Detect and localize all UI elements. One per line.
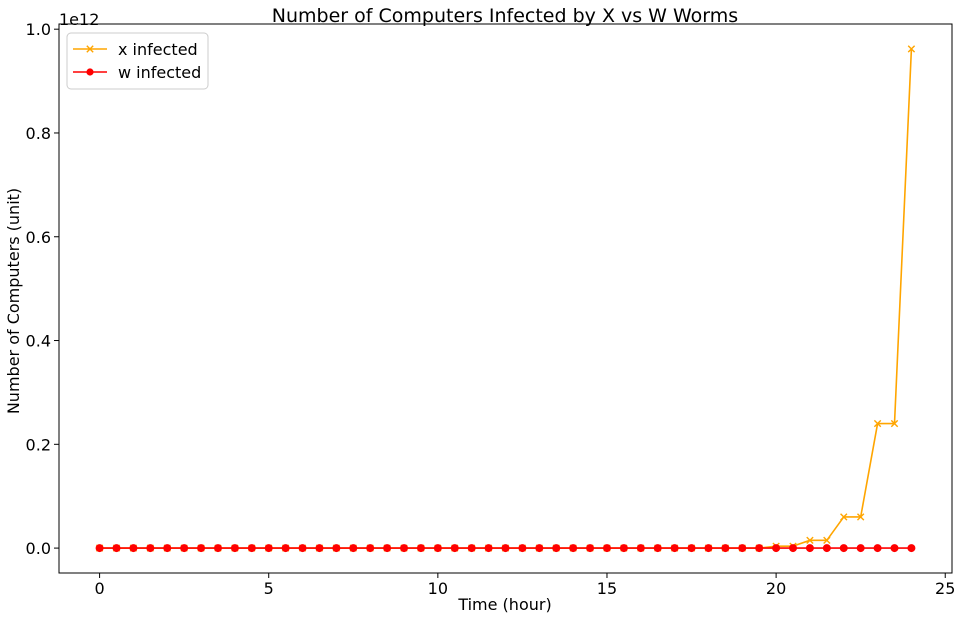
data-point-dot [873,544,882,553]
legend-label: x infected [118,40,198,59]
y-tick-label: 0.6 [26,228,51,247]
x-axis-ticks: 0 5 10 15 20 25 [94,573,955,598]
data-point-dot [755,544,764,553]
data-point-dot [416,544,425,553]
series-line [99,48,913,549]
data-point-x [907,45,916,53]
y-axis-offset-label: 1e12 [59,10,99,29]
x-axis-label: Time (hour) [457,595,551,614]
legend-label: w infected [118,63,201,82]
data-point-x [806,536,814,545]
data-point-dot [805,544,814,553]
y-tick-label: 0.8 [26,124,51,143]
data-point-dot [636,544,645,553]
data-point-dot [298,544,307,553]
data-point-dot [704,544,713,553]
data-point-dot [822,544,831,553]
legend-marker-dot [86,68,94,76]
data-point-dot [433,544,442,553]
plot-frame [58,23,953,574]
data-point-dot [366,544,375,553]
data-point-dot [332,544,341,553]
data-point-x [840,513,848,521]
data-point-dot [907,544,916,553]
data-point-dot [163,544,172,553]
y-axis-label: Number of Computers (unit) [4,188,23,414]
data-point-dot [535,544,544,553]
x-tick-label: 15 [597,579,617,598]
chart-title: Number of Computers Infected by X vs W W… [272,5,738,27]
data-point-dot [230,544,239,553]
data-point-dot [772,544,781,553]
data-point-dot [281,544,290,553]
data-point-dot [602,544,611,553]
data-point-dot [264,544,273,553]
x-tick-label: 5 [264,579,274,598]
legend-marker-x [86,45,94,53]
data-point-dot [890,544,899,553]
x-tick-label: 20 [766,579,786,598]
data-point-dot [586,544,595,553]
y-tick-label: 0.2 [26,435,51,454]
data-point-dot [518,544,527,553]
data-point-x [856,513,865,521]
data-point-dot [721,544,730,553]
data-point-x [873,419,882,428]
data-point-dot [197,544,206,553]
y-tick-label: 0.0 [26,539,51,558]
y-axis-ticks: 0.0 0.2 0.4 0.6 0.8 1.0 [26,20,59,558]
data-point-dot [112,544,121,553]
series-w-infected [95,544,916,553]
data-point-dot [501,544,510,553]
x-tick-label: 0 [94,579,104,598]
series-x-infected [95,45,916,552]
data-point-dot [315,544,324,553]
legend-item: w infected [73,63,201,82]
data-point-dot [856,544,865,553]
data-point-x [823,536,831,545]
x-tick-label: 10 [428,579,448,598]
data-point-dot [467,544,476,553]
data-point-dot [569,544,578,553]
data-point-dot [552,544,561,553]
legend: x infected w infected [66,32,209,90]
data-point-dot [687,544,696,553]
data-point-dot [129,544,138,553]
legend-item: x infected [73,40,198,59]
data-point-dot [738,544,747,553]
data-point-dot [146,544,155,553]
data-point-x [890,419,899,428]
data-point-dot [484,544,493,553]
data-point-dot [670,544,679,553]
data-point-dot [400,544,409,553]
data-point-dot [619,544,628,553]
data-point-dot [180,544,189,553]
plot-area [95,45,916,553]
data-point-dot [247,544,256,553]
legend-box [66,32,209,90]
data-point-dot [839,544,848,553]
data-point-dot [789,544,798,553]
data-point-dot [383,544,392,553]
data-point-dot [349,544,358,553]
data-point-dot [95,544,104,553]
data-point-dot [653,544,662,553]
data-point-dot [450,544,459,553]
x-tick-label: 25 [935,579,955,598]
data-point-dot [213,544,222,553]
y-tick-label: 0.4 [26,332,51,351]
y-tick-label: 1.0 [26,20,51,39]
